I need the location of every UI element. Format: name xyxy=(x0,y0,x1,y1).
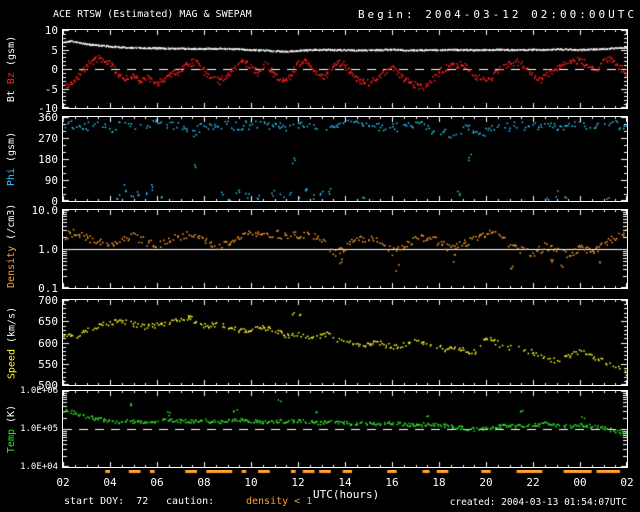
y-tick-label-phi: 360 xyxy=(38,111,58,124)
axis-label-part: Temp xyxy=(6,429,17,454)
y-tick-label-bt-bz: 0 xyxy=(51,63,58,76)
axis-label-phi: Phi (gsm) xyxy=(5,117,19,201)
y-tick-label-phi: 0 xyxy=(51,195,58,208)
y-tick-label-density: 0.1 xyxy=(38,282,58,295)
caution-label: caution: xyxy=(166,496,215,507)
axis-label-speed: Speed (km/s) xyxy=(5,300,19,385)
y-tick-label-speed: 600 xyxy=(38,336,58,350)
axis-label-part: Phi xyxy=(6,168,17,187)
axis-label-density: Density (/cm3) xyxy=(5,204,19,288)
panel-canvas-bt-bz xyxy=(62,29,628,109)
y-tick-label-bt-bz: -5 xyxy=(44,82,58,96)
axis-label-temp: Temp (K) xyxy=(5,391,19,467)
y-tick-label-density: 1.0 xyxy=(38,243,58,256)
axis-label-part: (K) xyxy=(6,404,17,429)
y-tick-label-temp: 1.0E+04 xyxy=(20,462,58,472)
x-tick-label: 02 xyxy=(56,476,70,489)
y-tick-label-speed: 500 xyxy=(38,379,58,392)
x-tick-label: 20 xyxy=(479,476,493,489)
x-tick-label: 10 xyxy=(244,476,258,489)
y-tick-label-density: 10.0 xyxy=(31,204,59,217)
start-doy-label: start DOY: 72 xyxy=(64,496,149,507)
y-tick-label-speed: 550 xyxy=(38,357,58,371)
x-tick-label: 22 xyxy=(526,476,540,489)
y-tick-label-temp: 1.0E+06 xyxy=(20,386,58,396)
x-tick-label: 18 xyxy=(432,476,446,489)
x-tick-label: 06 xyxy=(150,476,164,489)
axis-label-bt-bz: Bt Bz (gsm) xyxy=(5,30,19,108)
x-tick-label: 14 xyxy=(338,476,352,489)
panel-canvas-density xyxy=(62,209,628,289)
panel-canvas-speed xyxy=(62,299,628,386)
created-timestamp: created: 2004-03-13 01:54:07UTC xyxy=(449,497,627,508)
axis-label-part: (gsm) xyxy=(6,35,17,73)
x-tick-label: 08 xyxy=(197,476,211,489)
axis-label-part: Speed xyxy=(6,348,17,379)
page-title: ACE RTSW (Estimated) MAG & SWEPAM xyxy=(53,9,252,20)
caution-value: density < 1 xyxy=(246,496,313,507)
panel-canvas-temp xyxy=(62,390,628,468)
panel-canvas-phi xyxy=(62,116,628,202)
x-tick-label: 16 xyxy=(385,476,399,489)
axis-label-part: (km/s) xyxy=(6,306,17,349)
y-tick-label-speed: 700 xyxy=(38,294,58,307)
x-tick-label: 00 xyxy=(573,476,587,489)
axis-label-part: Bt xyxy=(6,84,17,103)
y-tick-label-phi: 270 xyxy=(38,132,58,145)
y-tick-label-phi: 180 xyxy=(38,153,58,166)
axis-label-part: Bz xyxy=(6,72,17,85)
y-tick-label-bt-bz: -10 xyxy=(38,102,58,115)
y-tick-label-bt-bz: 10 xyxy=(44,24,58,37)
x-tick-label: 02 xyxy=(620,476,634,489)
axis-label-part: Density xyxy=(6,245,17,288)
x-tick-label: 04 xyxy=(103,476,117,489)
begin-timestamp: Begin: 2004-03-12 02:00:00UTC xyxy=(357,8,637,21)
y-tick-label-bt-bz: 5 xyxy=(51,43,58,57)
x-axis-title: UTC(hours) xyxy=(313,488,380,501)
axis-label-part: (gsm) xyxy=(6,131,17,169)
y-tick-label-phi: 90 xyxy=(44,174,58,187)
y-tick-label-temp: 1.0E+05 xyxy=(20,424,58,434)
y-tick-label-speed: 650 xyxy=(38,315,58,329)
caution-marker-strip xyxy=(63,470,627,474)
axis-label-part: (/cm3) xyxy=(6,203,17,246)
x-tick-label: 12 xyxy=(291,476,305,489)
